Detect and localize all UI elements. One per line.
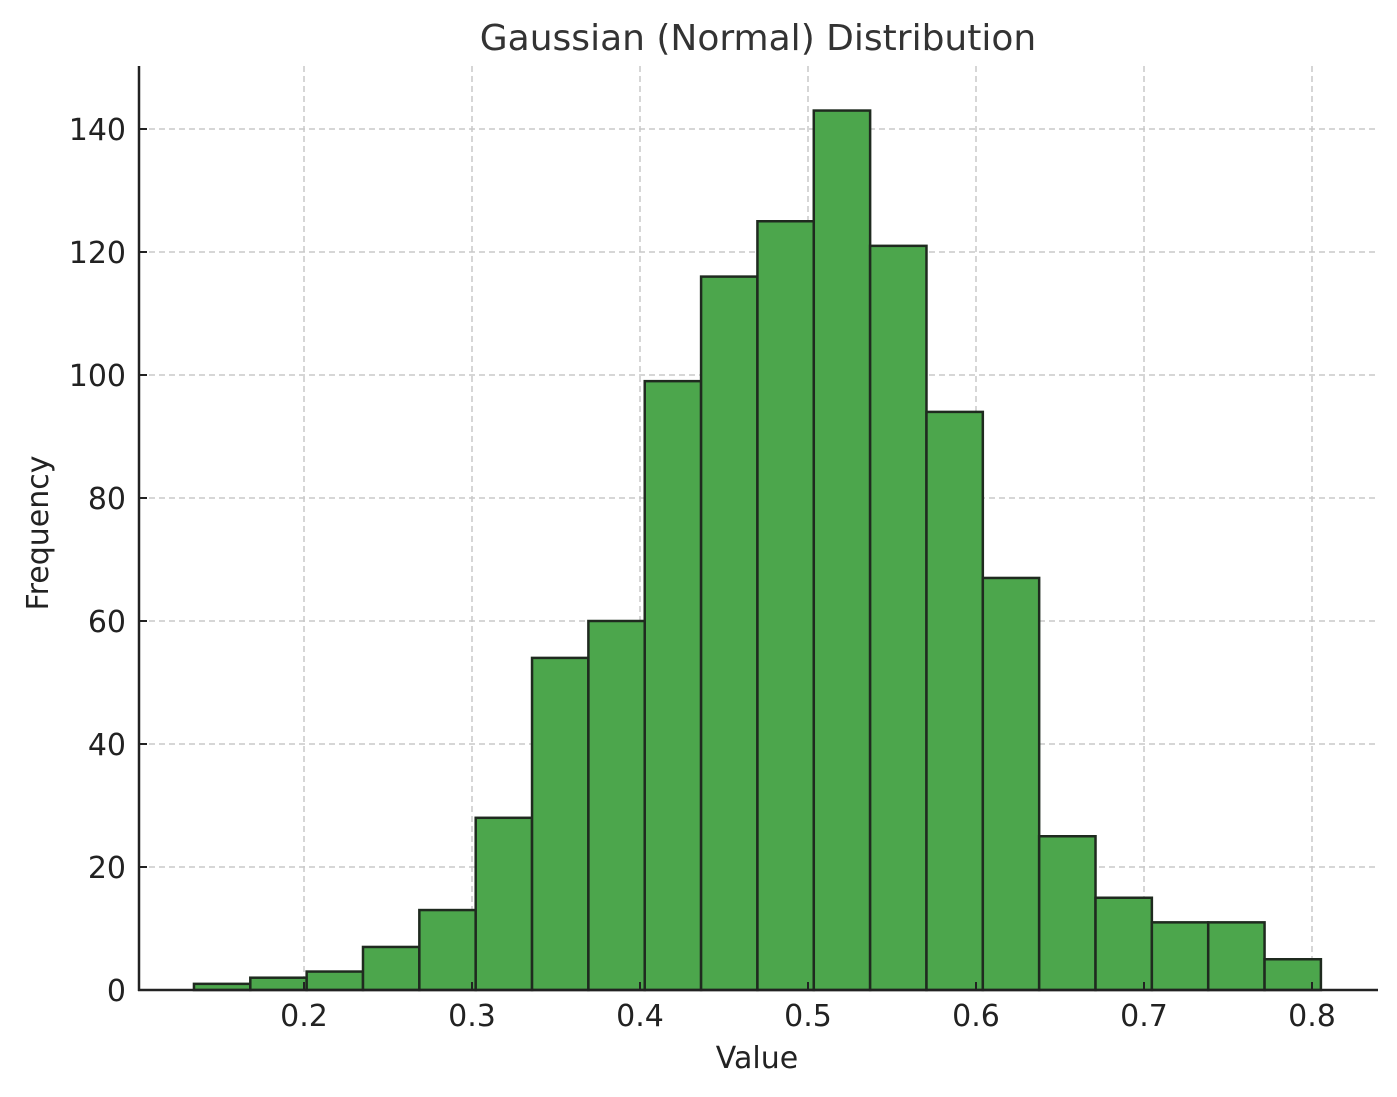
histogram-bar [868,244,928,992]
x-tick-label: 0.5 [784,999,832,1034]
histogram-bar [305,970,365,992]
histogram-bar [699,275,759,992]
x-axis-ticks: 0.2 0.3 0.4 0.5 0.6 0.7 0.8 [280,982,1336,1034]
chart-title: Gaussian (Normal) Distribution [480,18,1036,59]
histogram-bar [530,656,590,992]
x-axis-label: Value [716,1041,798,1076]
histogram-bar [474,816,534,992]
y-tick-label: 60 [88,605,126,640]
y-tick-label: 0 [107,974,126,1009]
y-tick-label: 120 [69,236,126,271]
histogram-bar [812,109,872,992]
y-axis-label: Frequency [21,456,56,611]
histogram-bar [587,619,646,992]
x-tick-label: 0.7 [1120,999,1168,1034]
histogram-bar [1037,835,1097,992]
y-axis-ticks: 0 20 40 60 80 100 120 140 [69,113,147,1009]
y-tick-label: 80 [88,482,126,517]
x-tick-label: 0.2 [280,999,328,1034]
histogram-bar [249,976,308,992]
histogram-bar [361,945,421,992]
histogram-bar [1150,921,1210,992]
y-tick-label: 140 [69,113,126,148]
x-tick-label: 0.6 [952,999,1000,1034]
x-tick-label: 0.3 [448,999,496,1034]
histogram-bar [981,576,1041,992]
y-tick-label: 100 [69,359,126,394]
x-tick-label: 0.4 [616,999,664,1034]
histogram-bar [418,908,477,992]
histogram-bar [1094,896,1154,992]
y-tick-label: 40 [88,728,126,763]
histogram-bar [643,379,703,992]
bars [192,109,1323,992]
histogram-bar [756,220,816,992]
x-tick-label: 0.8 [1288,999,1336,1034]
histogram-bar [1206,921,1266,992]
y-tick-label: 20 [88,851,126,886]
axes [137,66,1378,992]
histogram-bar [925,410,985,992]
